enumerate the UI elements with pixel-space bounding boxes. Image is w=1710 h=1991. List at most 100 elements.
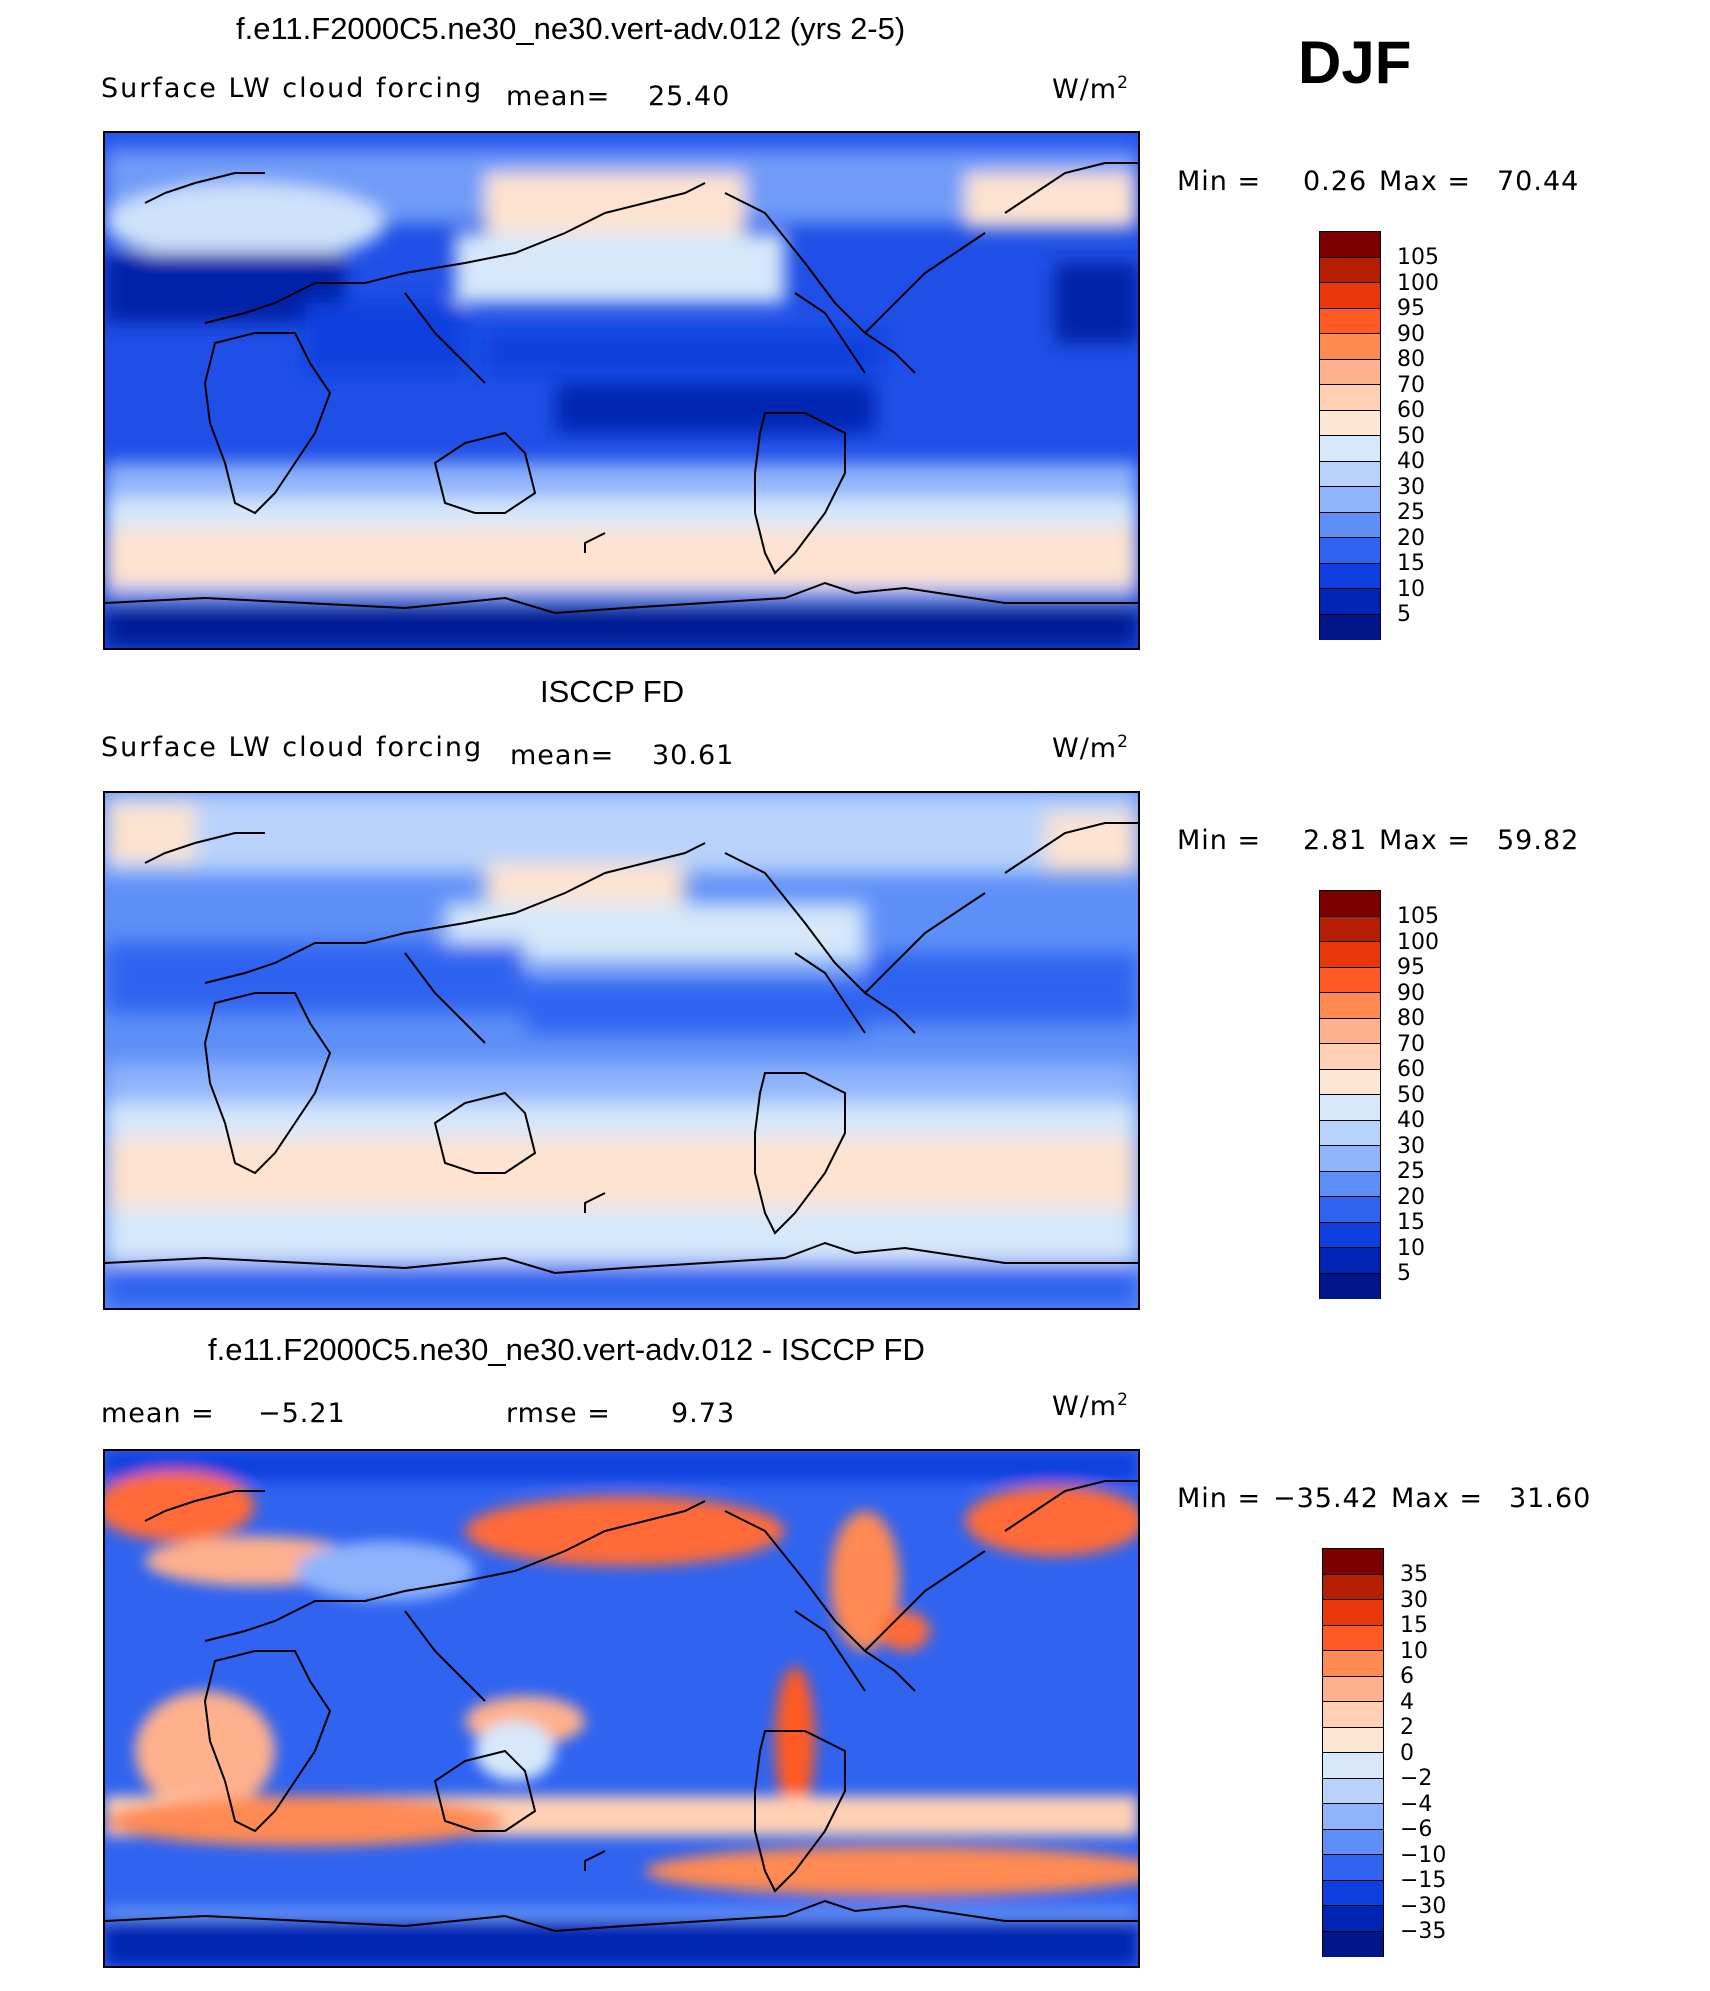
panel3-colorbar-bin xyxy=(1323,1880,1383,1906)
panel3-colorbar-bin xyxy=(1323,1804,1383,1830)
panel1-colorbar-bin xyxy=(1320,257,1380,283)
panel2-colorbar-bin xyxy=(1320,1044,1380,1070)
panel3-colorbar-bin xyxy=(1323,1778,1383,1804)
panel3-max-value: 31.60 xyxy=(1509,1483,1592,1514)
panel2-scale-label: 30 xyxy=(1397,1133,1425,1159)
panel3-rmse-label: rmse = xyxy=(506,1398,611,1429)
panel1-colorbar-bin xyxy=(1320,283,1380,309)
panel3-colorbar-bin xyxy=(1323,1625,1383,1651)
panel1-units: W/m2 xyxy=(1052,73,1129,105)
panel1-colorbar-bin xyxy=(1320,538,1380,564)
panel2-colorbar-bin xyxy=(1320,1171,1380,1197)
panel1-scale-label: 50 xyxy=(1397,423,1425,449)
panel2-map-svg xyxy=(105,793,1138,1308)
panel3-colorbar-bin xyxy=(1323,1600,1383,1626)
panel3-scale-label: −30 xyxy=(1400,1893,1447,1919)
panel3-scale-label: 30 xyxy=(1400,1587,1428,1613)
panel1-colorbar-bin xyxy=(1320,563,1380,589)
panel3-colorbar-bin xyxy=(1323,1906,1383,1932)
panel1-colorbar-bin xyxy=(1320,232,1380,258)
panel2-scale-label: 90 xyxy=(1397,980,1425,1006)
season-label: DJF xyxy=(1298,29,1412,96)
panel3-scale-label: −6 xyxy=(1400,1817,1433,1842)
panel2-colorbar xyxy=(1319,890,1381,1299)
panel2-colorbar-bin xyxy=(1320,1273,1380,1299)
panel2-colorbar-bin xyxy=(1320,1248,1380,1274)
panel3-colorbar-bin xyxy=(1323,1676,1383,1702)
panel3-scale-label: 0 xyxy=(1400,1740,1414,1766)
panel2-scale-label: 25 xyxy=(1397,1159,1425,1184)
panel2-colorbar-bin xyxy=(1320,1146,1380,1172)
panel3-colorbar-labels: 35 30 15 10 6 4 2 0 −2 −4 −6 −10 −15 −30… xyxy=(1400,1562,1446,1945)
panel1-colorbar-bin xyxy=(1320,512,1380,538)
panel3-min-label: Min = xyxy=(1177,1483,1262,1514)
panel3-units: W/m2 xyxy=(1052,1390,1129,1422)
panel1-title: f.e11.F2000C5.ne30_ne30.vert-adv.012 (yr… xyxy=(236,11,906,46)
panel2-colorbar-bin xyxy=(1320,1120,1380,1146)
panel1-field-name: Surface LW cloud forcing xyxy=(101,73,484,104)
panel2-map xyxy=(103,791,1140,1310)
panel1-min-value: 0.26 xyxy=(1303,166,1368,197)
panel1-scale-label: 90 xyxy=(1397,321,1425,347)
panel3-scale-label: −4 xyxy=(1400,1791,1433,1817)
panel3-scale-label: −2 xyxy=(1400,1766,1433,1791)
panel2-max-value: 59.82 xyxy=(1497,825,1580,856)
panel1-scale-label: 105 xyxy=(1397,245,1439,270)
panel2-scale-label: 50 xyxy=(1397,1082,1425,1108)
panel3-scale-label: −15 xyxy=(1400,1868,1447,1893)
panel2-colorbar-bin xyxy=(1320,1069,1380,1095)
panel2-colorbar-bin xyxy=(1320,1095,1380,1121)
panel2-colorbar-bin xyxy=(1320,891,1380,917)
panel1-scale-label: 20 xyxy=(1397,525,1425,551)
panel3-scale-label: 35 xyxy=(1400,1562,1428,1587)
panel2-colorbar-bin xyxy=(1320,916,1380,942)
panel2-scale-label: 20 xyxy=(1397,1184,1425,1210)
panel3-mean-value: −5.21 xyxy=(258,1398,346,1429)
panel3-colorbar xyxy=(1322,1548,1384,1957)
panel1-colorbar-bin xyxy=(1320,385,1380,411)
panel1-scale-label: 15 xyxy=(1397,551,1425,576)
panel3-mean-label: mean = xyxy=(101,1398,215,1429)
panel2-scale-label: 80 xyxy=(1397,1006,1425,1031)
panel1-scale-label: 60 xyxy=(1397,398,1425,423)
panel2-title: ISCCP FD xyxy=(540,674,685,709)
panel1-coastlines xyxy=(105,162,1138,615)
panel1-colorbar-bin xyxy=(1320,589,1380,615)
panel3-scale-label: 15 xyxy=(1400,1613,1428,1638)
panel3-map-svg xyxy=(105,1451,1138,1966)
panel2-scale-label: 60 xyxy=(1397,1057,1425,1082)
panel2-units: W/m2 xyxy=(1052,732,1129,764)
panel1-min-label: Min = xyxy=(1177,166,1262,197)
panel2-colorbar-labels: 105 100 95 90 80 70 60 50 40 30 25 20 15… xyxy=(1397,904,1439,1287)
panel2-mean-value: 30.61 xyxy=(652,740,735,771)
panel2-scale-label: 70 xyxy=(1397,1031,1425,1057)
panel1-colorbar-bin xyxy=(1320,334,1380,360)
panel3-coastlines xyxy=(105,1480,1138,1933)
panel2-colorbar-bin xyxy=(1320,967,1380,993)
panel1-colorbar-bin xyxy=(1320,436,1380,462)
panel1-map-svg xyxy=(105,133,1138,648)
panel1-colorbar-bin xyxy=(1320,308,1380,334)
panel3-scale-label: 2 xyxy=(1400,1715,1414,1740)
panel3-scale-label: 6 xyxy=(1400,1664,1414,1689)
panel2-colorbar-bin xyxy=(1320,993,1380,1019)
panel3-colorbar-bin xyxy=(1323,1702,1383,1728)
panel2-colorbar-bin xyxy=(1320,1197,1380,1223)
panel1-scale-label: 70 xyxy=(1397,372,1425,398)
panel3-scale-label: 4 xyxy=(1400,1689,1414,1715)
panel2-scale-label: 5 xyxy=(1397,1261,1411,1286)
panel3-colorbar-bin xyxy=(1323,1727,1383,1753)
panel1-colorbar-labels: 105 100 95 90 80 70 60 50 40 30 25 20 15… xyxy=(1397,245,1439,628)
panel2-colorbar-bin xyxy=(1320,1018,1380,1044)
panel3-scale-label: 10 xyxy=(1400,1638,1428,1664)
panel1-colorbar-bin xyxy=(1320,410,1380,436)
panel1-colorbar-bin xyxy=(1320,487,1380,513)
panel2-colorbar-bin xyxy=(1320,1222,1380,1248)
panel2-field-name: Surface LW cloud forcing xyxy=(101,732,484,763)
panel3-colorbar-bin xyxy=(1323,1574,1383,1600)
panel2-coastlines xyxy=(105,822,1138,1275)
panel2-scale-label: 10 xyxy=(1397,1235,1425,1261)
panel1-colorbar-bin xyxy=(1320,461,1380,487)
panel2-min-label: Min = xyxy=(1177,825,1262,856)
panel1-scale-label: 95 xyxy=(1397,296,1425,321)
